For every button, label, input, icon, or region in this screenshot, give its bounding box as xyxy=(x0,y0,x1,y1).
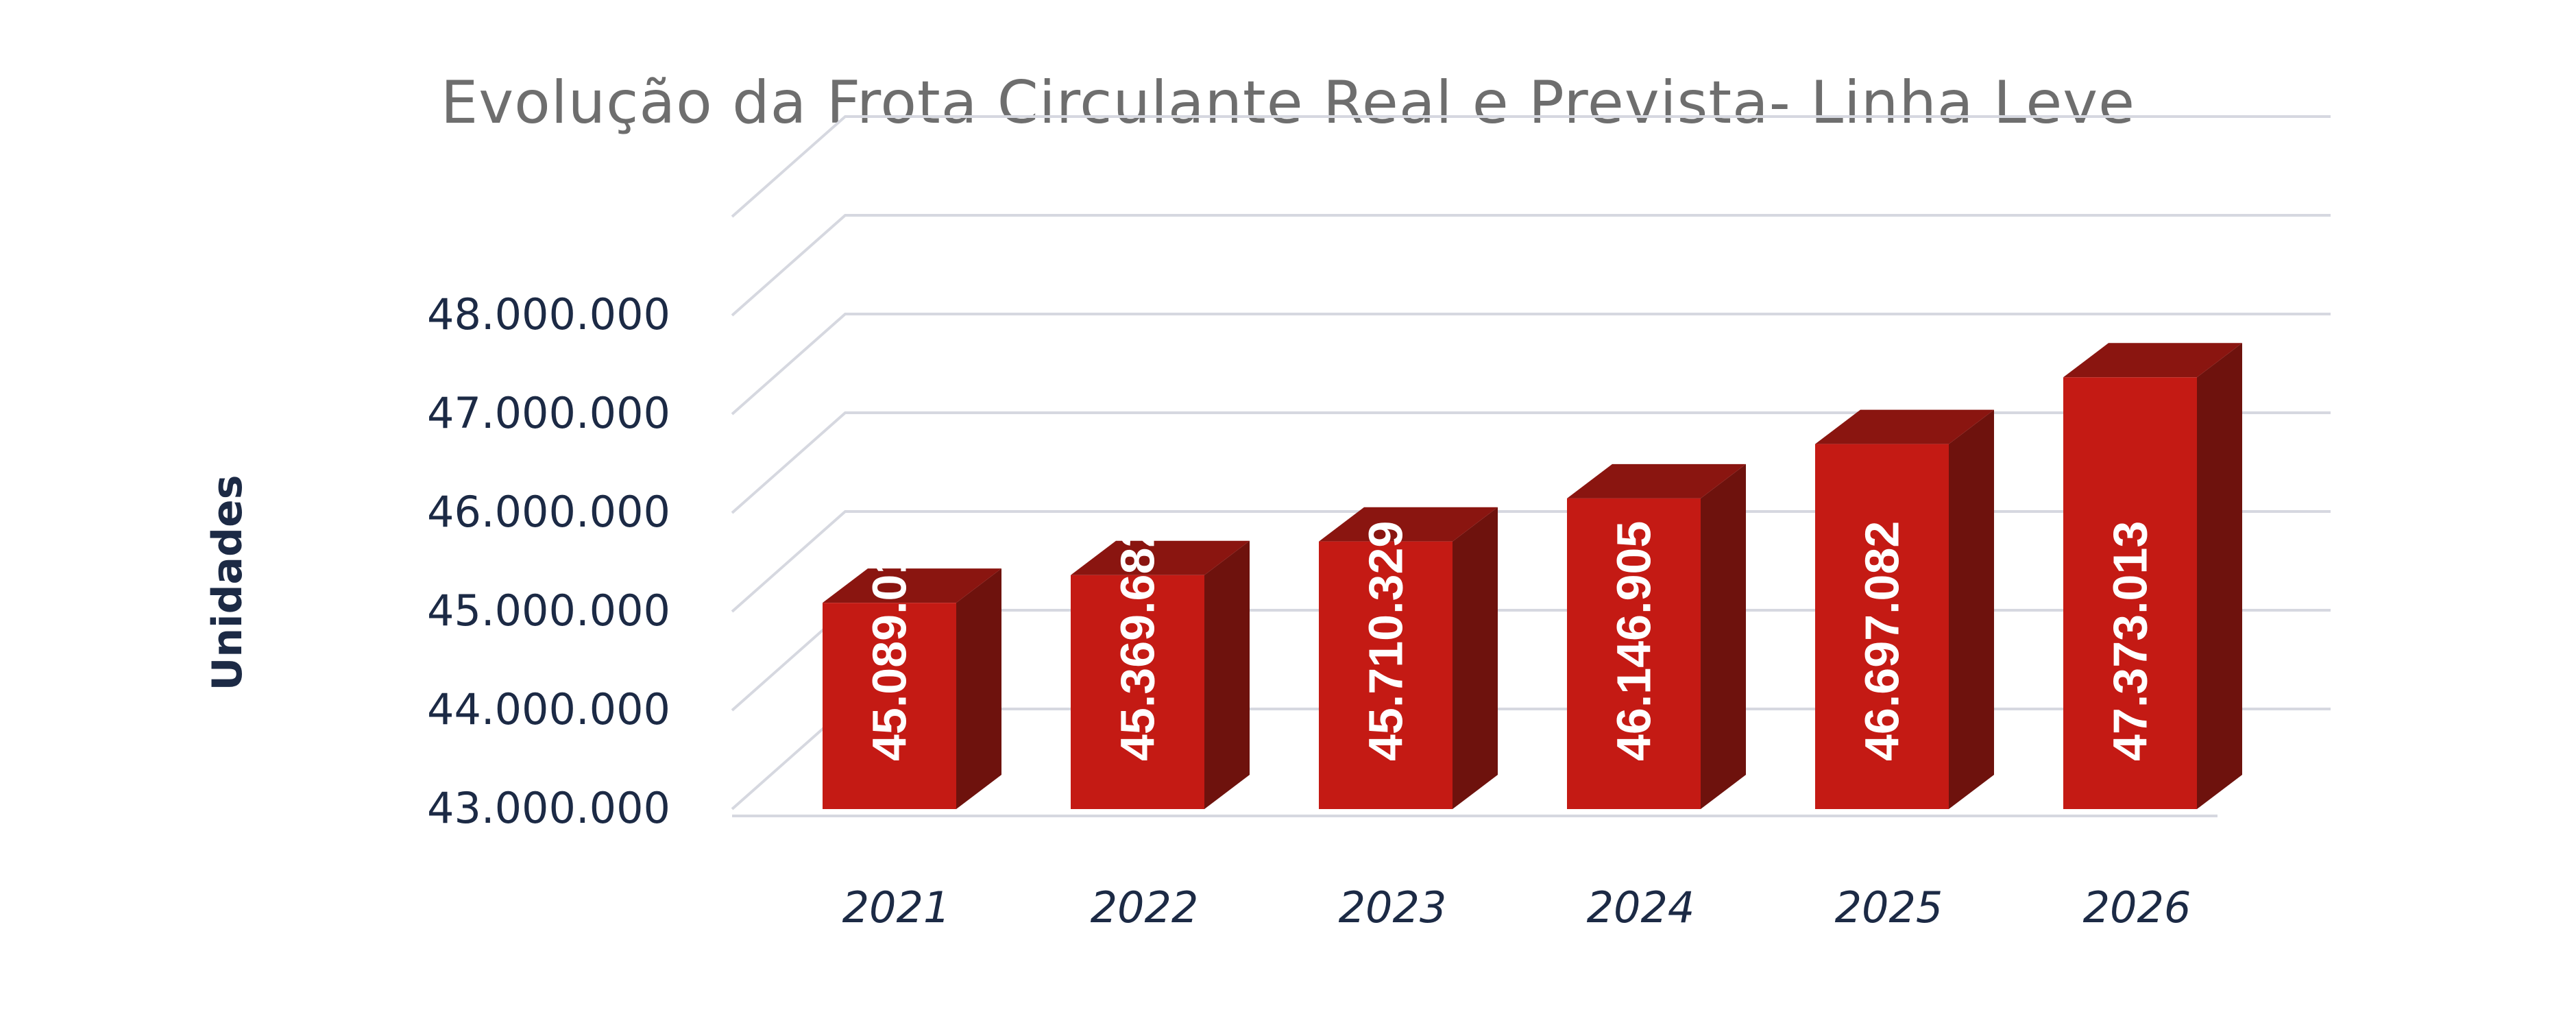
bar-front xyxy=(823,603,956,809)
gridline xyxy=(731,115,2331,218)
bar-top xyxy=(1567,464,1746,498)
y-tick-label: 48.000.000 xyxy=(427,289,670,339)
bar-side xyxy=(1204,540,1250,809)
x-tick-label: 2024 xyxy=(1587,882,1695,932)
bar-front xyxy=(2063,377,2197,809)
bar-side xyxy=(1949,409,1994,809)
y-tick-label: 46.000.000 xyxy=(427,487,670,537)
x-tick-label: 2023 xyxy=(1339,882,1447,932)
bar-2023 xyxy=(1319,507,1498,809)
bar-side xyxy=(2197,343,2242,809)
bar-2022 xyxy=(1071,540,1250,809)
bar-side xyxy=(956,568,1001,809)
data-label: 45.369.682 xyxy=(1111,521,1165,761)
bar-top xyxy=(823,568,1001,603)
bar-top xyxy=(1815,409,1994,444)
bar-2021 xyxy=(823,568,1001,809)
bar-2024 xyxy=(1567,464,1746,809)
x-tick-label: 2021 xyxy=(842,882,951,932)
bar-side xyxy=(1453,507,1498,809)
bar-top xyxy=(1071,540,1250,575)
data-label: 47.373.013 xyxy=(2104,521,2157,761)
bar-2025 xyxy=(1815,409,1994,809)
y-tick-label: 47.000.000 xyxy=(427,388,670,438)
gridline xyxy=(731,313,2331,416)
bar-front xyxy=(1319,541,1453,809)
y-tick-label: 44.000.000 xyxy=(427,684,670,734)
bar-front xyxy=(1071,575,1204,809)
data-label: 46.146.905 xyxy=(1607,521,1661,761)
x-tick-label: 2026 xyxy=(2083,882,2191,932)
bar-front xyxy=(1815,444,1949,809)
bar-top xyxy=(1319,507,1498,542)
bar-2026 xyxy=(2063,343,2242,809)
chart-title: Evolução da Frota Circulante Real e Prev… xyxy=(440,69,2136,137)
gridline xyxy=(731,214,2331,317)
data-label: 45.089.012 xyxy=(863,521,916,761)
bar-front xyxy=(1567,498,1701,809)
gridline xyxy=(731,411,2331,514)
y-axis-label: Unidades xyxy=(204,475,252,691)
bar-side xyxy=(1701,464,1746,809)
x-tick-label: 2022 xyxy=(1091,882,1199,932)
y-axis-ticks: 43.000.000 44.000.000 45.000.000 46.000.000… xyxy=(427,289,670,833)
x-axis-ticks: 2021 2022 2023 2024 2025 2026 xyxy=(842,882,2191,932)
bar-top xyxy=(2063,343,2242,378)
data-label: 46.697.082 xyxy=(1856,521,1909,761)
data-label: 45.710.329 xyxy=(1359,521,1413,761)
x-tick-label: 2025 xyxy=(1835,882,1943,932)
y-tick-label: 45.000.000 xyxy=(427,586,670,636)
y-tick-label: 43.000.000 xyxy=(427,783,670,833)
bars: 45.089.012 45.369.682 45.710.329 46.146.905… xyxy=(823,343,2242,809)
